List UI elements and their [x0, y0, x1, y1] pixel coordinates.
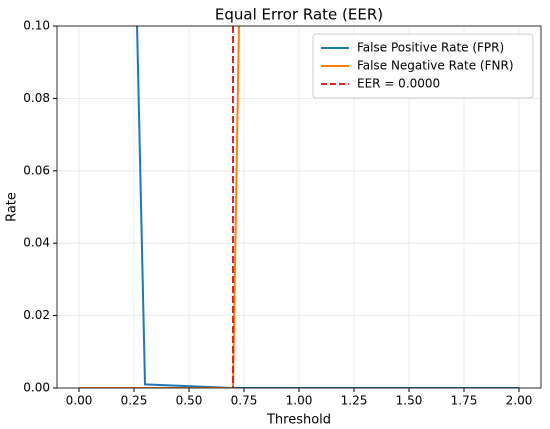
x-axis-label: Threshold [266, 413, 331, 428]
x-tick-label: 1.50 [396, 394, 423, 408]
chart-title: Equal Error Rate (EER) [215, 6, 383, 24]
legend-box [312, 33, 534, 99]
y-tick-label: 0.00 [23, 381, 50, 395]
legend-label: EER = 0.0000 [357, 77, 440, 91]
plot-area [79, 26, 519, 388]
x-tick-label: 1.75 [451, 394, 478, 408]
x-tick-label: 0.25 [121, 394, 148, 408]
series-line [136, 26, 519, 388]
x-tick-label: 0.00 [66, 394, 93, 408]
x-tick-label: 1.25 [341, 394, 368, 408]
y-tick-label: 0.10 [23, 19, 50, 33]
x-tick-label: 2.00 [506, 394, 533, 408]
x-tick-label: 1.00 [286, 394, 313, 408]
y-tick-label: 0.06 [23, 163, 50, 177]
y-tick-label: 0.08 [23, 91, 50, 105]
legend-label: False Negative Rate (FNR) [357, 59, 514, 73]
x-tick-label: 0.75 [231, 394, 258, 408]
legend-label: False Positive Rate (FPR) [357, 41, 504, 55]
y-tick-label: 0.04 [23, 236, 50, 250]
y-tick-label: 0.02 [23, 308, 50, 322]
y-axis-label: Rate [5, 192, 20, 222]
axes-frame [56, 25, 542, 389]
x-tick-label: 0.50 [176, 394, 203, 408]
